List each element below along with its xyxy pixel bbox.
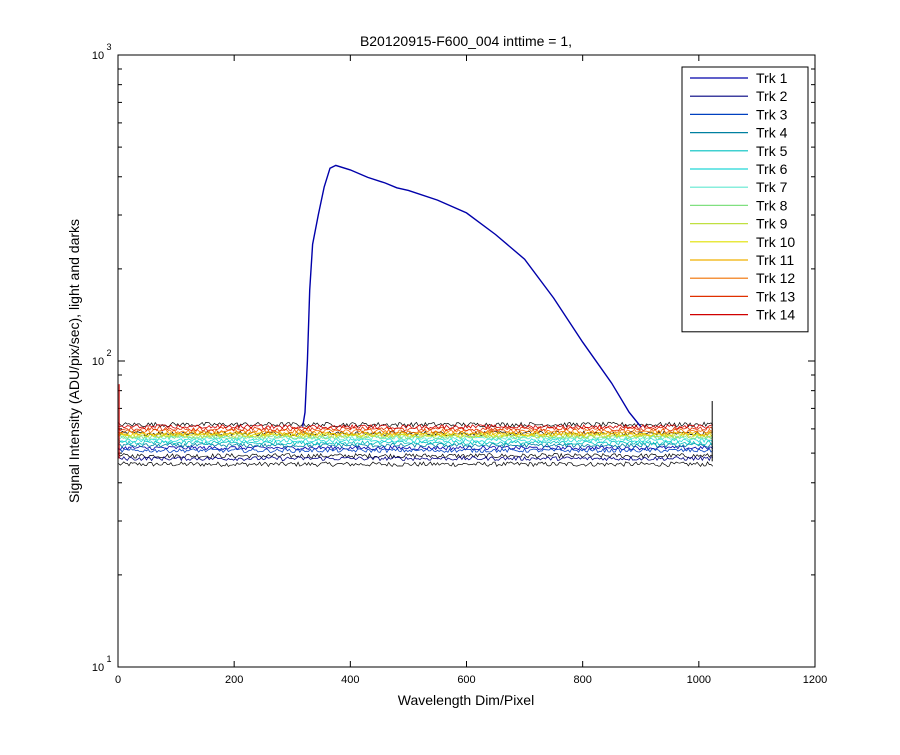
series-line xyxy=(118,440,713,446)
y-tick-exponent: 2 xyxy=(106,348,111,358)
legend-label: Trk 11 xyxy=(756,252,794,268)
series-line xyxy=(118,432,714,439)
x-axis-ticks: 0 200 400 600 800 1000 1200 xyxy=(115,55,827,686)
x-tick-label: 400 xyxy=(341,674,359,686)
legend-label: Trk 13 xyxy=(756,288,795,304)
legend-label: Trk 14 xyxy=(756,307,795,323)
legend-label: Trk 7 xyxy=(756,179,788,195)
x-tick-label: 1200 xyxy=(803,674,827,686)
y-tick-label: 10 xyxy=(92,662,104,674)
legend-label: Trk 2 xyxy=(756,88,788,104)
dark-trace xyxy=(118,461,714,468)
legend-label: Trk 12 xyxy=(756,270,795,286)
light-trace-line xyxy=(302,164,642,428)
chart-title: B20120915-F600_004 inttime = 1, xyxy=(360,33,572,49)
series-line xyxy=(118,437,714,444)
series-line xyxy=(118,442,714,449)
series-line xyxy=(118,423,713,430)
x-tick-label: 200 xyxy=(225,674,243,686)
dark-trace xyxy=(118,421,714,428)
legend-label: Trk 8 xyxy=(756,197,788,213)
x-tick-label: 0 xyxy=(115,674,121,686)
series-line xyxy=(118,455,713,462)
x-tick-label: 600 xyxy=(457,674,475,686)
legend-label: Trk 9 xyxy=(756,216,788,232)
series-line xyxy=(118,447,714,454)
legend-label: Trk 1 xyxy=(756,70,788,86)
legend-label: Trk 10 xyxy=(756,234,795,250)
y-tick-exponent: 1 xyxy=(106,654,111,664)
legend-label: Trk 3 xyxy=(756,106,788,122)
legend-label: Trk 5 xyxy=(756,143,788,159)
legend-label: Trk 4 xyxy=(756,125,788,141)
series-line xyxy=(118,445,714,451)
y-axis-label: Signal Intensity (ADU/pix/sec), light an… xyxy=(66,219,82,503)
y-tick-label: 10 xyxy=(92,356,104,368)
series-line xyxy=(118,430,714,437)
dark-trace xyxy=(118,452,713,460)
y-tick-label: 10 xyxy=(92,50,104,62)
x-tick-label: 800 xyxy=(573,674,591,686)
series-line xyxy=(118,428,714,435)
legend-label: Trk 6 xyxy=(756,161,788,177)
y-tick-exponent: 3 xyxy=(106,42,111,52)
series-layer xyxy=(118,164,714,468)
x-tick-label: 1000 xyxy=(687,674,711,686)
x-axis-label: Wavelength Dim/Pixel xyxy=(398,692,534,708)
legend: Trk 1 Trk 2 Trk 3 Trk 4 Trk 5 Trk 6 Trk 7 Trk 8… xyxy=(681,66,809,333)
legend-box xyxy=(681,66,809,333)
